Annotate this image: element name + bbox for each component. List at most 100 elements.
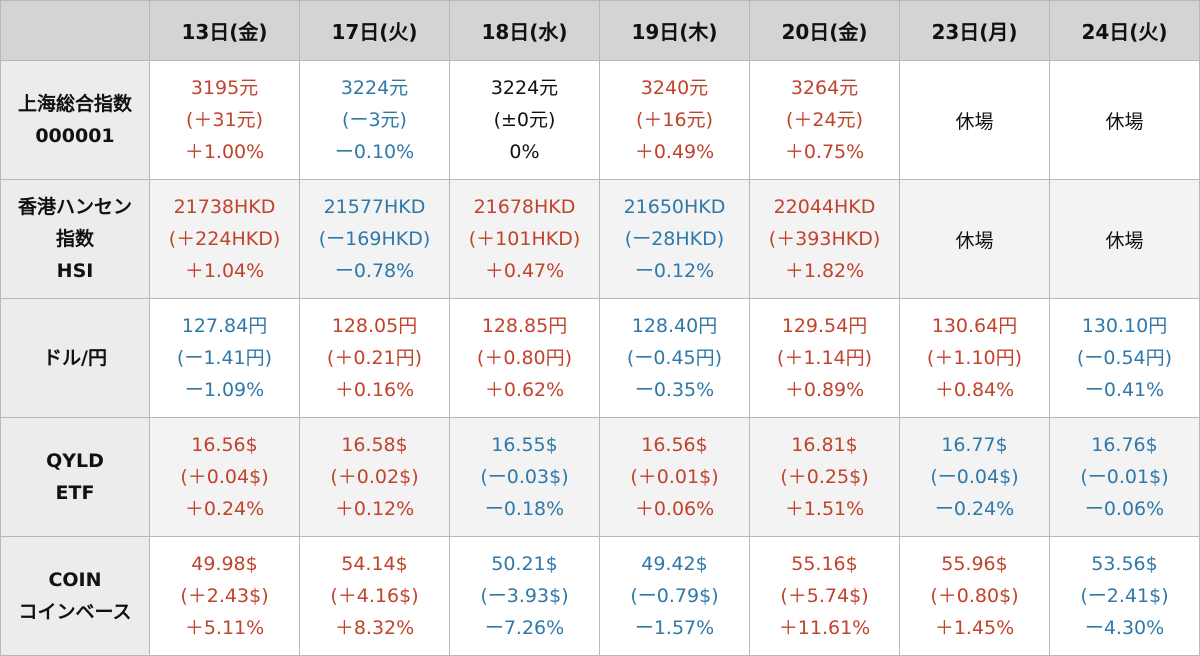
row-label: QYLD ETF [0, 417, 150, 537]
data-cell: 休場 [899, 60, 1050, 180]
column-header-17: 17日(火) [299, 0, 450, 61]
column-header-23: 23日(月) [899, 0, 1050, 61]
change-value: (ー0.03$) [480, 466, 569, 488]
data-cell: 54.14$ (＋4.16$) ＋8.32% [299, 536, 450, 656]
price-value: 129.54円 [781, 315, 868, 337]
change-value: (＋24元) [785, 109, 863, 131]
data-cell: 130.64円 (＋1.10円) ＋0.84% [899, 298, 1050, 418]
data-cell: 16.56$ (＋0.01$) ＋0.06% [599, 417, 750, 537]
change-value: (＋0.25$) [780, 466, 869, 488]
change-value: (＋0.04$) [180, 466, 269, 488]
change-value: (±0元) [493, 109, 556, 131]
change-percent: ＋8.32% [334, 617, 415, 639]
change-percent: ＋1.82% [784, 260, 865, 282]
price-value: 16.81$ [791, 434, 858, 456]
price-value: 16.56$ [641, 434, 708, 456]
data-cell: 16.58$ (＋0.02$) ＋0.12% [299, 417, 450, 537]
price-value: 3264元 [790, 77, 859, 99]
change-percent: ＋0.47% [484, 260, 565, 282]
table-row-shanghai-composite: 上海総合指数 000001 3195元 (＋31元) ＋1.00% 3224元 (ー3元) ー… [0, 60, 1200, 180]
change-value: (＋0.21円) [326, 347, 423, 369]
change-value: (＋1.14円) [776, 347, 873, 369]
change-percent: ー0.10% [334, 141, 415, 163]
change-value: (＋5.74$) [780, 585, 869, 607]
change-percent: ー0.78% [334, 260, 415, 282]
data-cell: 16.77$ (ー0.04$) ー0.24% [899, 417, 1050, 537]
data-cell: 55.16$ (＋5.74$) ＋11.61% [749, 536, 900, 656]
row-label: 香港ハンセン 指数 HSI [0, 179, 150, 299]
change-percent: ＋0.75% [784, 141, 865, 163]
change-percent: ＋0.06% [634, 498, 715, 520]
price-value: 16.56$ [191, 434, 258, 456]
change-percent: ー1.57% [634, 617, 715, 639]
data-cell: 53.56$ (ー2.41$) ー4.30% [1049, 536, 1200, 656]
column-header-20: 20日(金) [749, 0, 900, 61]
price-value: 3224元 [340, 77, 409, 99]
price-value: 21738HKD [173, 196, 276, 218]
row-label: 上海総合指数 000001 [0, 60, 150, 180]
data-cell: 16.55$ (ー0.03$) ー0.18% [449, 417, 600, 537]
data-cell: 休場 [899, 179, 1050, 299]
price-value: 55.96$ [941, 553, 1008, 575]
change-value: (ー1.41円) [176, 347, 273, 369]
data-cell: 3240元 (＋16元) ＋0.49% [599, 60, 750, 180]
change-value: (＋16元) [635, 109, 713, 131]
column-header-18: 18日(水) [449, 0, 600, 61]
data-cell: 21650HKD (ー28HKD) ー0.12% [599, 179, 750, 299]
change-value: (ー2.41$) [1080, 585, 1169, 607]
data-cell: 3195元 (＋31元) ＋1.00% [149, 60, 300, 180]
data-cell: 127.84円 (ー1.41円) ー1.09% [149, 298, 300, 418]
row-label-line: 上海総合指数 [17, 93, 132, 115]
change-value: (＋224HKD) [168, 228, 281, 250]
change-percent: ＋0.84% [934, 379, 1015, 401]
price-value: 16.55$ [491, 434, 558, 456]
change-value: (ー0.04$) [930, 466, 1019, 488]
column-header-13: 13日(金) [149, 0, 300, 61]
change-value: (＋101HKD) [468, 228, 581, 250]
price-value: 130.10円 [1081, 315, 1168, 337]
change-percent: ー7.26% [484, 617, 565, 639]
change-percent: ＋0.12% [334, 498, 415, 520]
data-cell: 129.54円 (＋1.14円) ＋0.89% [749, 298, 900, 418]
row-label-line: COIN [48, 569, 102, 591]
data-cell: 3224元 (±0元) 0% [449, 60, 600, 180]
change-percent: ー0.06% [1084, 498, 1165, 520]
change-percent: ＋1.00% [184, 141, 265, 163]
price-value: 49.98$ [191, 553, 258, 575]
price-value: 53.56$ [1091, 553, 1158, 575]
change-value: (＋0.80$) [930, 585, 1019, 607]
data-cell: 3264元 (＋24元) ＋0.75% [749, 60, 900, 180]
row-label: ドル/円 [0, 298, 150, 418]
change-value: (ー169HKD) [318, 228, 431, 250]
data-cell: 21577HKD (ー169HKD) ー0.78% [299, 179, 450, 299]
change-percent: ＋0.62% [484, 379, 565, 401]
change-percent: ＋5.11% [184, 617, 265, 639]
data-cell: 16.76$ (ー0.01$) ー0.06% [1049, 417, 1200, 537]
change-value: (＋2.43$) [180, 585, 269, 607]
change-value: (ー3元) [342, 109, 407, 131]
data-cell: 50.21$ (ー3.93$) ー7.26% [449, 536, 600, 656]
price-value: 55.16$ [791, 553, 858, 575]
table-body: 上海総合指数 000001 3195元 (＋31元) ＋1.00% 3224元 (ー3元) ー… [0, 60, 1200, 656]
change-percent: ー0.35% [634, 379, 715, 401]
data-cell: 休場 [1049, 179, 1200, 299]
table-row-usd-jpy: ドル/円 127.84円 (ー1.41円) ー1.09% 128.05円 (＋0.21円)… [0, 298, 1200, 418]
change-percent: ＋0.49% [634, 141, 715, 163]
change-value: (＋31元) [185, 109, 263, 131]
change-percent: ー0.24% [934, 498, 1015, 520]
change-value: (＋1.10円) [926, 347, 1023, 369]
price-value: 3195元 [190, 77, 259, 99]
row-label-line: ETF [55, 482, 95, 504]
column-header-19: 19日(木) [599, 0, 750, 61]
change-percent: ＋11.61% [778, 617, 871, 639]
data-cell: 130.10円 (ー0.54円) ー0.41% [1049, 298, 1200, 418]
price-value: 127.84円 [181, 315, 268, 337]
data-cell: 49.42$ (ー0.79$) ー1.57% [599, 536, 750, 656]
header-row: 13日(金) 17日(火) 18日(水) 19日(木) 20日(金) 23日(月… [0, 0, 1200, 61]
row-label-line: 指数 [55, 228, 94, 250]
change-percent: ＋1.04% [184, 260, 265, 282]
table-row-qyld-etf: QYLD ETF 16.56$ (＋0.04$) ＋0.24% 16.58$ (＋0.02$… [0, 417, 1200, 537]
price-value: 16.76$ [1091, 434, 1158, 456]
change-value: (＋0.02$) [330, 466, 419, 488]
